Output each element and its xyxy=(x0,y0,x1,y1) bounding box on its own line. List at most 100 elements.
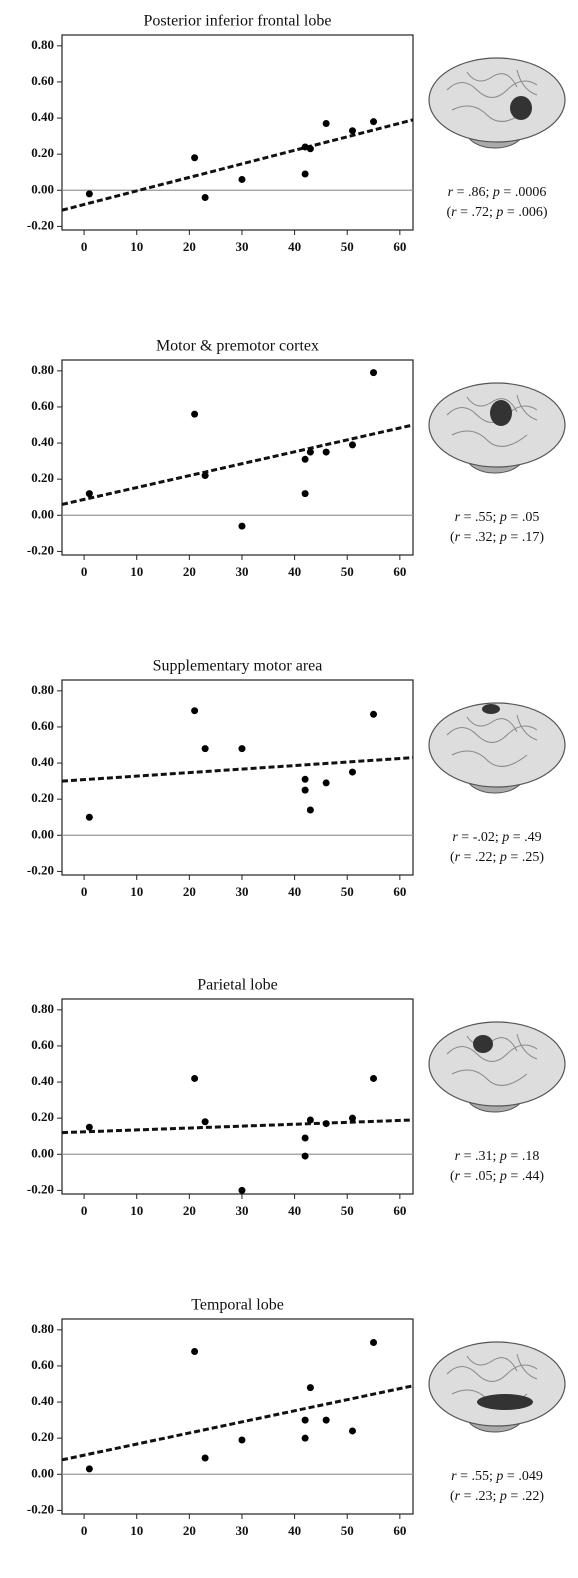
brain-illustration xyxy=(428,1021,566,1113)
stat-annotation: (r = .23; p = .22) xyxy=(450,1489,544,1504)
brain-folds xyxy=(446,394,538,447)
data-point xyxy=(370,1074,378,1082)
data-point xyxy=(238,522,246,530)
x-tick-label: 10 xyxy=(130,1523,143,1538)
data-point xyxy=(370,369,378,377)
data-point xyxy=(348,127,356,135)
data-point xyxy=(191,1348,199,1355)
x-tick-label: 0 xyxy=(81,239,88,254)
x-tick-label: 30 xyxy=(235,1203,248,1218)
stat-annotation: r = .31; p = .18 xyxy=(455,1149,540,1164)
x-tick-label: 50 xyxy=(341,1203,354,1218)
data-point xyxy=(322,119,330,127)
brain-cortex xyxy=(428,57,566,143)
brain-region xyxy=(510,96,532,120)
data-point xyxy=(306,145,314,153)
stat-annotation: r = -.02; p = .49 xyxy=(452,830,541,845)
y-tick-label: 0.20 xyxy=(31,145,54,160)
y-tick-label: 0.40 xyxy=(31,1393,54,1408)
chart-title: Supplementary motor area xyxy=(153,658,323,675)
data-point xyxy=(201,194,209,201)
data-point xyxy=(238,175,246,183)
stat-annotation: (r = .22; p = .25) xyxy=(450,850,544,865)
plot-frame xyxy=(61,1318,414,1515)
plot-frame xyxy=(61,679,414,876)
brain-illustration xyxy=(428,702,566,794)
fit-line xyxy=(61,423,414,506)
x-tick-label: 10 xyxy=(130,239,143,254)
x-tick-label: 40 xyxy=(288,1523,301,1538)
data-point xyxy=(370,118,378,126)
y-tick-label: -0.20 xyxy=(27,862,54,877)
y-tick-label: 0.80 xyxy=(31,1321,54,1336)
x-tick-label: 20 xyxy=(183,884,196,899)
chart-title: Temporal lobe xyxy=(191,1297,284,1314)
plot-frame xyxy=(61,34,414,231)
brain-cortex xyxy=(428,1341,566,1427)
data-point xyxy=(201,472,209,480)
data-point xyxy=(322,448,330,456)
brain-illustration xyxy=(428,382,566,474)
fit-line xyxy=(61,118,414,212)
brain-region xyxy=(473,1035,493,1053)
x-tick-label: 10 xyxy=(130,884,143,899)
data-point xyxy=(370,710,378,718)
brain-folds xyxy=(446,1033,538,1086)
data-point xyxy=(322,1120,330,1128)
x-tick-label: 0 xyxy=(81,564,88,579)
data-point xyxy=(301,1134,309,1142)
data-point xyxy=(85,1465,93,1473)
stat-annotation: (r = .32; p = .17) xyxy=(450,530,544,545)
data-point xyxy=(348,1427,356,1435)
y-tick-label: 0.60 xyxy=(31,398,54,413)
x-tick-label: 50 xyxy=(341,1523,354,1538)
y-tick-label: -0.20 xyxy=(27,542,54,557)
data-point xyxy=(191,154,199,162)
data-point xyxy=(191,1074,199,1082)
stat-annotation: (r = .05; p = .44) xyxy=(450,1169,544,1184)
brain-folds xyxy=(446,69,538,122)
x-tick-label: 60 xyxy=(393,1523,406,1538)
data-point xyxy=(306,1384,314,1392)
y-tick-label: 0.40 xyxy=(31,754,54,769)
fit-line xyxy=(61,756,414,783)
chart-title: Parietal lobe xyxy=(197,977,277,994)
y-tick-label: 0.80 xyxy=(31,1001,54,1016)
fit-line xyxy=(61,1118,414,1135)
data-point xyxy=(301,170,309,178)
data-point xyxy=(201,1118,209,1126)
data-point xyxy=(85,190,93,198)
data-point xyxy=(191,410,199,418)
y-tick-label: 0.60 xyxy=(31,1357,54,1372)
data-point xyxy=(301,143,309,151)
x-tick-label: 50 xyxy=(341,239,354,254)
stat-annotation: r = .55; p = .05 xyxy=(455,510,540,525)
chart-title: Posterior inferior frontal lobe xyxy=(144,13,332,30)
y-tick-label: -0.20 xyxy=(27,217,54,232)
data-point xyxy=(348,441,356,449)
data-point xyxy=(306,806,314,814)
y-tick-label: 0.40 xyxy=(31,109,54,124)
y-tick-label: 0.20 xyxy=(31,1429,54,1444)
data-point xyxy=(201,1454,209,1462)
plot-frame xyxy=(61,359,414,556)
fit-line xyxy=(61,1384,414,1462)
x-tick-label: 20 xyxy=(183,1203,196,1218)
data-point xyxy=(322,779,330,787)
y-tick-label: 0.60 xyxy=(31,73,54,88)
data-point xyxy=(301,1152,309,1160)
data-point xyxy=(85,813,93,821)
brain-folds xyxy=(446,714,538,767)
x-tick-label: 30 xyxy=(235,884,248,899)
y-tick-label: -0.20 xyxy=(27,1501,54,1516)
x-tick-label: 0 xyxy=(81,1523,88,1538)
y-tick-label: 0.00 xyxy=(31,1145,54,1160)
y-tick-label: 0.80 xyxy=(31,37,54,52)
data-point xyxy=(348,768,356,776)
y-tick-label: 0.00 xyxy=(31,1465,54,1480)
brain-region xyxy=(490,400,512,426)
y-tick-label: 0.60 xyxy=(31,1037,54,1052)
data-point xyxy=(238,1436,246,1444)
data-point xyxy=(322,1416,330,1424)
